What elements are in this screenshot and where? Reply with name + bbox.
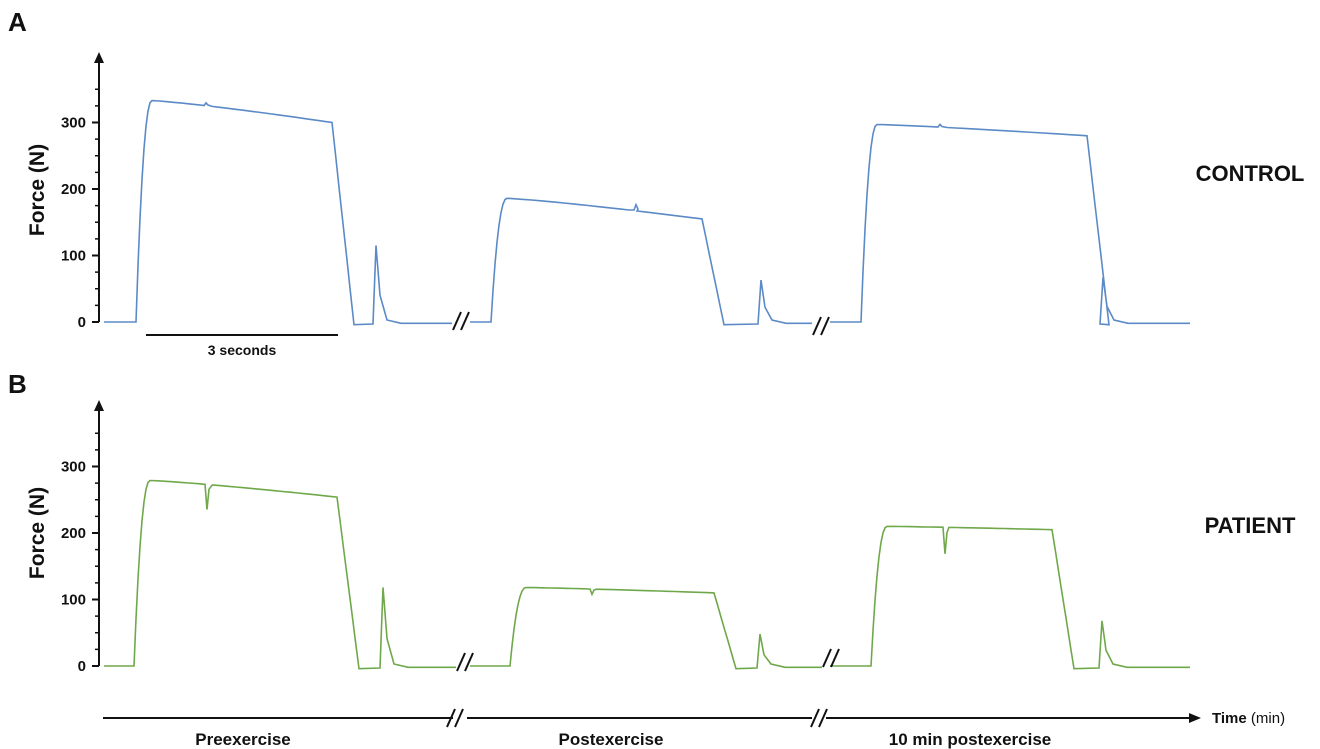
- time-axis-break: [810, 708, 828, 728]
- force-trace: [470, 586, 822, 670]
- panel-b-y-axis-label: Force (N): [26, 487, 49, 579]
- group-label-control: CONTROL: [1196, 161, 1305, 186]
- panel-a: A Force (N) 0 100 200 300 3 seconds CONTROL: [8, 7, 1304, 358]
- panel-a-series: [104, 99, 1190, 336]
- trace-break-mark: [812, 316, 822, 336]
- time-axis-label: Time (min): [1212, 710, 1285, 727]
- panel-b-series: [104, 479, 1190, 672]
- phase-label-preexercise: Preexercise: [195, 730, 290, 749]
- trace-break-mark: [820, 316, 830, 336]
- y-tick-label: 300: [61, 115, 86, 132]
- trace-break-mark: [822, 648, 832, 668]
- phase-label-10min-postexercise: 10 min postexercise: [889, 730, 1052, 749]
- time-axis-break: [446, 708, 464, 728]
- panel-b: B Force (N) 0 100 200 300 PATIENT: [8, 369, 1296, 675]
- y-tick-label: 100: [61, 592, 86, 609]
- trace-break-mark: [460, 311, 470, 331]
- trace-break-mark: [456, 652, 466, 672]
- panel-a-letter: A: [8, 7, 27, 37]
- phase-label-postexercise: Postexercise: [559, 730, 664, 749]
- time-axis-arrow: [1189, 713, 1201, 723]
- force-trace: [470, 197, 812, 326]
- time-scale-bar-label: 3 seconds: [208, 342, 277, 358]
- trace-break-mark: [464, 652, 474, 672]
- force-trace: [104, 479, 456, 670]
- y-tick-label: 200: [61, 181, 86, 198]
- time-axis: Time (min) Preexercise Postexercise 10 m…: [103, 708, 1285, 749]
- panel-a-y-axis-label: Force (N): [26, 144, 49, 236]
- force-trace: [830, 525, 1190, 670]
- panel-a-y-axis-arrow: [94, 52, 104, 63]
- group-label-patient: PATIENT: [1205, 513, 1296, 538]
- panel-b-letter: B: [8, 369, 27, 399]
- y-tick-label: 200: [61, 525, 86, 542]
- y-tick-label: 0: [78, 314, 86, 331]
- force-trace: [830, 123, 1190, 326]
- panel-b-y-axis-arrow: [94, 400, 104, 411]
- y-tick-label: 100: [61, 248, 86, 265]
- trace-break-mark: [452, 311, 462, 331]
- panel-a-y-ticks: 0 100 200 300: [61, 88, 99, 331]
- panel-b-y-ticks: 0 100 200 300: [61, 432, 99, 675]
- y-tick-label: 0: [78, 658, 86, 675]
- y-tick-label: 300: [61, 459, 86, 476]
- force-trace: [104, 99, 452, 326]
- trace-break-mark: [830, 648, 840, 668]
